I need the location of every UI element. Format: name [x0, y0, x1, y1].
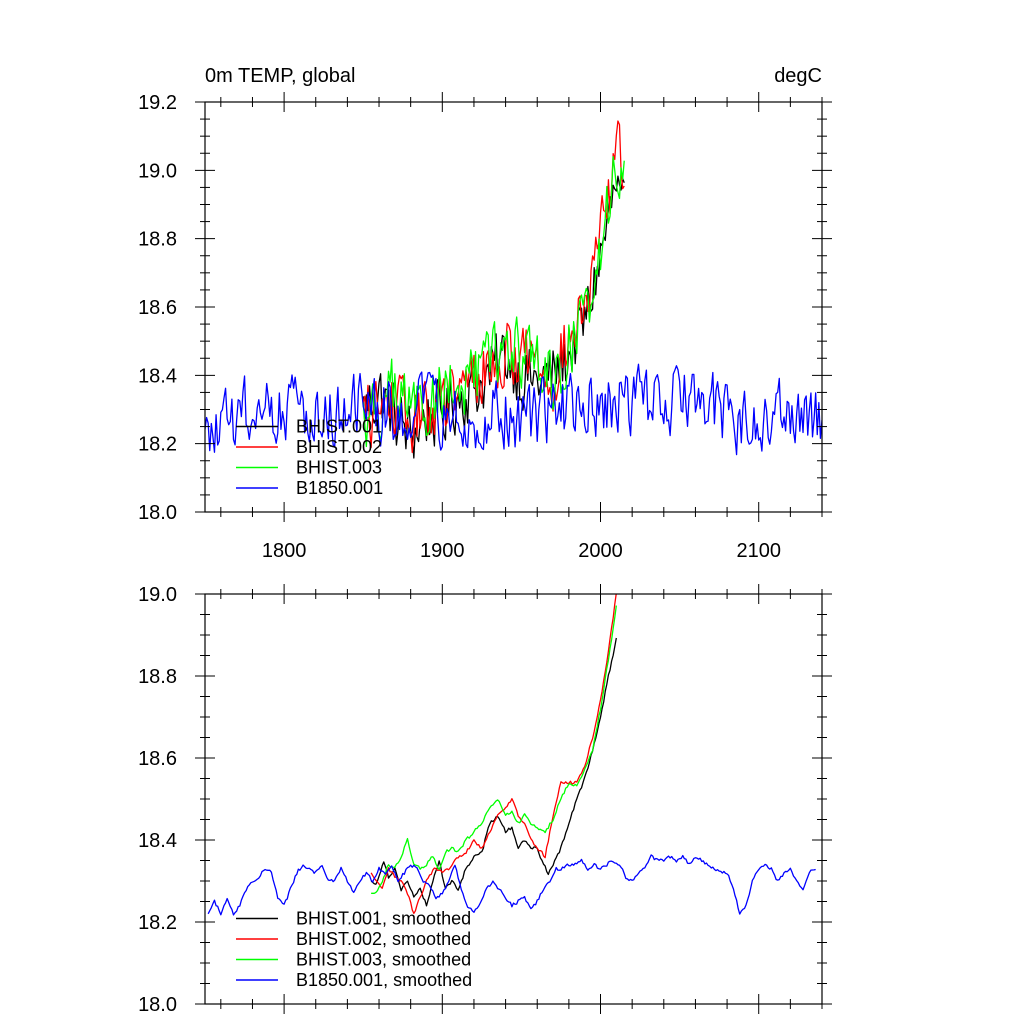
y-tick-label: 18.8	[138, 666, 177, 688]
axis-tick-labels: 18.0 18.2 18.4 18.6 18.8 19.0 19.2 1800 1900 2000…	[138, 92, 781, 562]
y-tick-label: 18.6	[138, 297, 177, 319]
series-line-0	[370, 637, 617, 907]
legend-label: BHIST.001, smoothed	[296, 909, 471, 929]
panel-units: degC	[774, 65, 822, 87]
plot-frame	[204, 101, 823, 513]
y-tick-label: 18.0	[138, 502, 177, 524]
series-group	[207, 594, 816, 916]
y-tick-label: 18.2	[138, 434, 177, 456]
axis-ticks	[195, 92, 832, 522]
y-tick-label: 18.2	[138, 912, 177, 934]
y-tick-label: 18.0	[138, 994, 177, 1016]
legend-label: BHIST.002	[296, 437, 382, 457]
y-tick-label: 18.6	[138, 748, 177, 770]
legend-label: BHIST.003, smoothed	[296, 950, 471, 970]
y-tick-label: 19.2	[138, 92, 177, 114]
legend-label: B1850.001	[296, 478, 383, 498]
smoothed-panel: 18.0 18.2 18.4 18.6 18.8 19.0 BHIST.001, smoo…	[138, 584, 832, 1016]
series-line-2	[362, 155, 625, 448]
y-tick-label: 18.4	[138, 830, 177, 852]
axis-ticks	[195, 584, 832, 1014]
x-tick-label: 2000	[578, 540, 623, 562]
panel-title-left: 0m TEMP, global	[205, 65, 355, 87]
series-line-2	[371, 605, 617, 894]
series-line-3	[205, 363, 822, 456]
annual-panel: 0m TEMP, global degC 18.018.218.418.618.…	[138, 65, 832, 562]
y-tick-label: 19.0	[138, 584, 177, 606]
legend-label: BHIST.003	[296, 458, 382, 478]
plot-frame	[204, 593, 823, 1005]
legend-label: BHIST.001	[296, 417, 382, 437]
y-tick-label: 18.4	[138, 365, 177, 387]
legend-label: B1850.001, smoothed	[296, 970, 472, 990]
series-line-1	[370, 594, 617, 915]
x-tick-label: 1800	[262, 540, 307, 562]
series-line-3	[207, 854, 816, 916]
x-tick-label: 2100	[736, 540, 781, 562]
series-group	[205, 120, 822, 459]
y-tick-label: 18.8	[138, 229, 177, 251]
series-line-1	[362, 120, 625, 454]
x-tick-label: 1900	[420, 540, 465, 562]
axis-tick-labels: 18.0 18.2 18.4 18.6 18.8 19.0	[138, 584, 177, 1016]
y-tick-label: 19.0	[138, 160, 177, 182]
legend-label: BHIST.002, smoothed	[296, 929, 471, 949]
